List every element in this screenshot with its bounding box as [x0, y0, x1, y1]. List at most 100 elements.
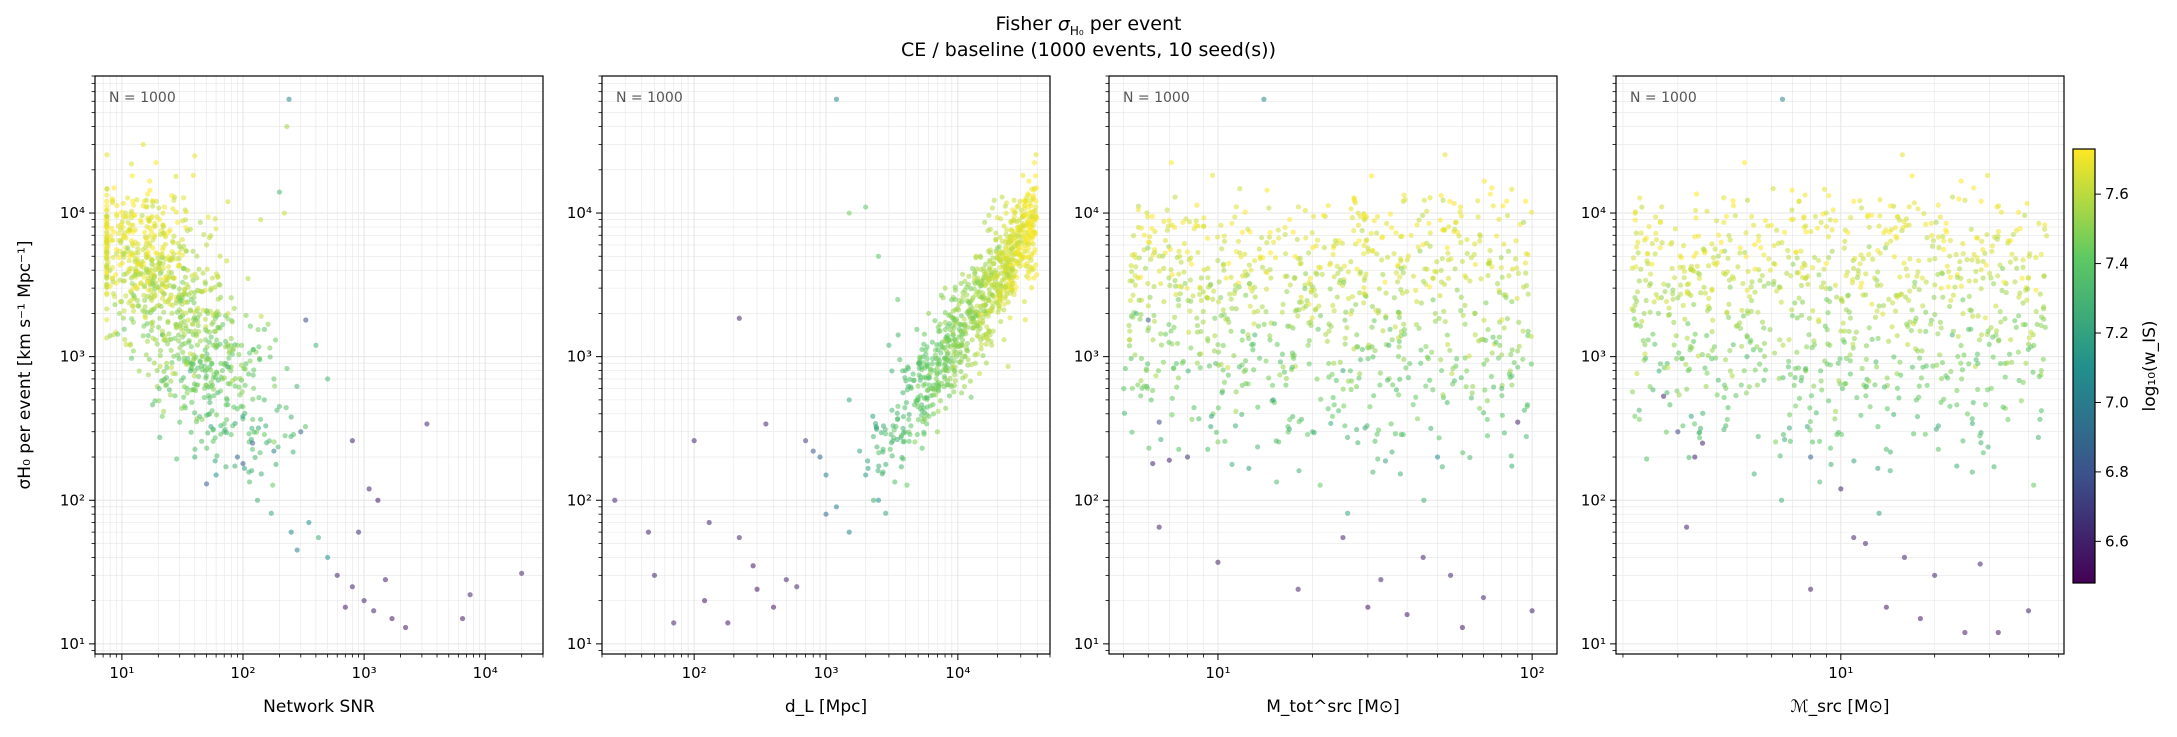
- data-point: [863, 204, 869, 210]
- data-point: [1816, 272, 1822, 278]
- x-tick-label: 10¹: [1828, 664, 1853, 682]
- data-point: [1153, 373, 1159, 379]
- data-point: [1938, 376, 1945, 382]
- data-point: [165, 264, 172, 270]
- data-point: [184, 390, 190, 396]
- data-point: [195, 322, 201, 329]
- data-point: [1243, 292, 1249, 298]
- data-point: [209, 275, 216, 281]
- data-point: [1021, 223, 1027, 229]
- data-point: [889, 407, 895, 413]
- data-point: [1929, 243, 1936, 249]
- data-point: [1280, 301, 1286, 307]
- data-point: [1356, 375, 1362, 381]
- data-point: [1873, 359, 1879, 365]
- data-point: [1750, 347, 1756, 353]
- data-point: [519, 570, 525, 576]
- data-point: [1908, 327, 1914, 334]
- data-point: [2043, 233, 2050, 239]
- data-point: [1317, 265, 1324, 271]
- data-point: [1500, 203, 1506, 209]
- data-point: [1679, 355, 1685, 362]
- data-point: [1644, 456, 1650, 462]
- data-point: [1805, 273, 1811, 279]
- data-point: [1357, 371, 1363, 377]
- data-point: [212, 342, 218, 348]
- data-point: [1703, 383, 1709, 390]
- data-point: [2035, 434, 2042, 440]
- data-point: [1447, 198, 1453, 204]
- data-point: [334, 572, 340, 578]
- data-point: [1306, 337, 1312, 344]
- data-point: [1891, 354, 1897, 360]
- data-point: [1138, 393, 1144, 399]
- data-point: [1283, 251, 1289, 257]
- data-point: [1792, 300, 1798, 306]
- data-point: [1194, 315, 1200, 321]
- data-point: [1414, 298, 1420, 305]
- data-point: [158, 347, 164, 354]
- data-point: [104, 234, 110, 240]
- data-point: [1184, 454, 1191, 460]
- data-point: [272, 383, 278, 389]
- data-point: [1639, 204, 1645, 210]
- data-point: [951, 317, 957, 323]
- data-point: [1671, 342, 1677, 348]
- data-point: [162, 333, 168, 340]
- data-point: [1209, 172, 1216, 178]
- data-point: [128, 161, 135, 167]
- data-point: [1948, 368, 1954, 375]
- data-point: [1166, 218, 1172, 224]
- data-point: [1233, 249, 1240, 255]
- data-point: [924, 404, 930, 410]
- data-point: [943, 334, 949, 340]
- data-point: [1995, 273, 2001, 279]
- data-point: [1958, 178, 1964, 184]
- data-point: [1920, 364, 1926, 370]
- data-point: [924, 356, 930, 362]
- data-point: [1686, 454, 1692, 461]
- data-point: [1031, 159, 1038, 166]
- data-point: [990, 328, 996, 334]
- data-point: [1520, 356, 1526, 362]
- data-point: [998, 286, 1004, 292]
- data-point: [1444, 332, 1451, 338]
- data-point: [1958, 376, 1965, 382]
- data-point: [1138, 225, 1145, 231]
- data-point: [1472, 261, 1479, 268]
- data-point: [1969, 469, 1975, 475]
- data-point: [994, 245, 1001, 251]
- data-point: [216, 281, 222, 287]
- data-point: [1780, 375, 1786, 381]
- data-point: [1757, 361, 1763, 367]
- data-point: [894, 410, 900, 416]
- data-point: [1964, 411, 1971, 417]
- data-point: [1127, 278, 1133, 284]
- data-point: [1363, 237, 1370, 243]
- data-point: [1863, 393, 1869, 399]
- data-point: [958, 321, 964, 328]
- data-point: [1200, 289, 1206, 295]
- data-point: [1297, 255, 1304, 261]
- data-point: [1339, 240, 1345, 246]
- data-point: [1808, 454, 1814, 460]
- data-point: [874, 444, 880, 450]
- data-point: [1858, 412, 1864, 418]
- data-point: [142, 229, 148, 235]
- data-point: [1351, 228, 1357, 234]
- data-point: [1499, 317, 1505, 323]
- data-point: [1142, 265, 1149, 271]
- data-point: [1413, 287, 1419, 293]
- data-point: [1499, 392, 1505, 399]
- data-point: [180, 218, 186, 224]
- data-point: [1405, 375, 1411, 381]
- data-point: [213, 412, 220, 418]
- data-point: [306, 519, 312, 526]
- data-point: [205, 214, 211, 220]
- data-point: [1484, 433, 1491, 439]
- data-point: [258, 471, 264, 477]
- data-point: [185, 284, 191, 290]
- data-point: [1659, 204, 1665, 210]
- data-point: [1713, 218, 1720, 224]
- data-point: [168, 378, 174, 384]
